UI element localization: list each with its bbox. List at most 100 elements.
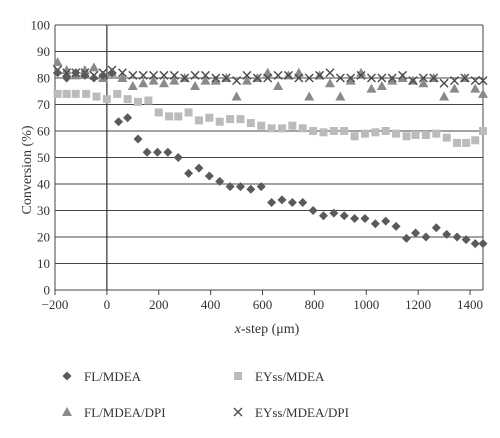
triangle-point	[273, 80, 284, 90]
y-tick-label: 30	[37, 203, 50, 218]
square-point	[165, 112, 174, 121]
x-tick-label: 600	[253, 297, 273, 312]
cross-point	[325, 68, 335, 78]
square-point	[442, 133, 451, 142]
cross-point	[211, 73, 221, 83]
diamond-point	[431, 223, 441, 233]
triangle-point	[190, 80, 201, 90]
diamond-point	[173, 153, 183, 162]
triangle-point	[158, 78, 169, 88]
diamond-point	[215, 176, 225, 186]
series-square	[53, 89, 487, 147]
diamond-point	[107, 68, 117, 78]
cross-point	[346, 73, 356, 83]
legend-square-icon	[234, 372, 242, 380]
y-tick-label: 60	[37, 124, 50, 139]
diamond-point	[391, 221, 401, 231]
square-point	[184, 108, 193, 117]
diamond-point	[298, 198, 308, 208]
diamond-point	[470, 239, 480, 249]
cross-point	[128, 70, 138, 80]
triangle-point	[231, 91, 242, 101]
triangle-point	[366, 83, 377, 93]
square-point	[402, 132, 411, 141]
diamond-point	[370, 219, 380, 229]
diamond-point	[329, 208, 339, 218]
cross-point	[478, 76, 488, 86]
diamond-point	[287, 198, 297, 208]
square-point	[432, 129, 441, 138]
diamond-point	[339, 211, 349, 221]
diamond-point	[194, 163, 204, 173]
legend-label: EYss/MDEA/DPI	[255, 405, 349, 420]
triangle-point	[397, 73, 408, 82]
square-point	[134, 97, 143, 106]
square-point	[298, 124, 307, 133]
square-point	[92, 92, 101, 101]
legend-cross-icon	[233, 407, 243, 417]
square-point	[257, 121, 266, 130]
y-tick-label: 90	[37, 44, 50, 59]
y-tick-label: 20	[37, 230, 50, 245]
y-tick-labels: 0 10 20 30 40 50 60 70 80 90 100	[31, 18, 51, 298]
square-point	[53, 89, 62, 98]
square-point	[392, 129, 401, 138]
square-point	[360, 129, 369, 138]
square-point	[102, 95, 111, 104]
diamond-point	[318, 211, 328, 221]
cross-point	[304, 73, 314, 83]
diamond-point	[350, 213, 360, 223]
diamond-point	[360, 213, 370, 223]
legend-item: EYss/MDEA/DPI	[233, 405, 349, 420]
legend-label: FL/MDEA	[84, 369, 142, 384]
legend-item: FL/MDEA/DPI	[62, 405, 166, 420]
legend-label: EYss/MDEA	[255, 369, 325, 384]
square-point	[421, 130, 430, 139]
triangle-point	[262, 67, 273, 77]
triangle-point	[200, 75, 211, 85]
x-tick-label: 400	[201, 297, 221, 312]
triangle-point	[61, 65, 72, 75]
cross-point	[138, 70, 148, 80]
x-tick-label: −200	[42, 297, 69, 312]
cross-point	[190, 70, 200, 80]
cross-point	[62, 68, 72, 78]
y-tick-label: 70	[37, 97, 50, 112]
x-tick-labels: −200 0 200 400 600 800 1000 1200 1400	[42, 297, 483, 312]
y-tick-label: 10	[37, 256, 50, 271]
square-point	[82, 89, 91, 98]
diamond-point	[308, 206, 318, 215]
cross-point	[221, 73, 231, 83]
cross-point	[180, 73, 190, 83]
series-diamond	[53, 68, 488, 249]
square-point	[350, 132, 359, 141]
x-tick-label: 0	[104, 297, 111, 312]
diamond-point	[89, 73, 99, 83]
diamond-point	[98, 70, 108, 80]
cross-point	[252, 73, 262, 83]
square-point	[226, 115, 235, 124]
diamond-point	[256, 182, 266, 192]
triangle-point	[210, 75, 221, 85]
x-axis-title-unit: -step (μm)	[241, 322, 300, 337]
cross-point	[387, 73, 397, 83]
square-point	[411, 130, 420, 139]
triangle-point	[478, 88, 488, 98]
cross-point	[449, 76, 459, 86]
triangle-point	[88, 62, 99, 72]
cross-point	[263, 73, 273, 83]
legend-triangle-icon	[62, 407, 72, 416]
square-point	[236, 115, 245, 124]
data-points	[52, 57, 488, 249]
gridlines	[55, 24, 483, 291]
cross-point	[366, 73, 376, 83]
square-point	[277, 124, 286, 133]
diamond-point	[71, 68, 81, 78]
cross-point	[460, 73, 470, 83]
triangle-point	[439, 91, 450, 101]
cross-point	[377, 73, 387, 83]
y-tick-label: 0	[44, 283, 51, 298]
triangle-point	[356, 67, 367, 77]
legend-item: FL/MDEA	[62, 369, 142, 384]
cross-point	[294, 73, 304, 83]
